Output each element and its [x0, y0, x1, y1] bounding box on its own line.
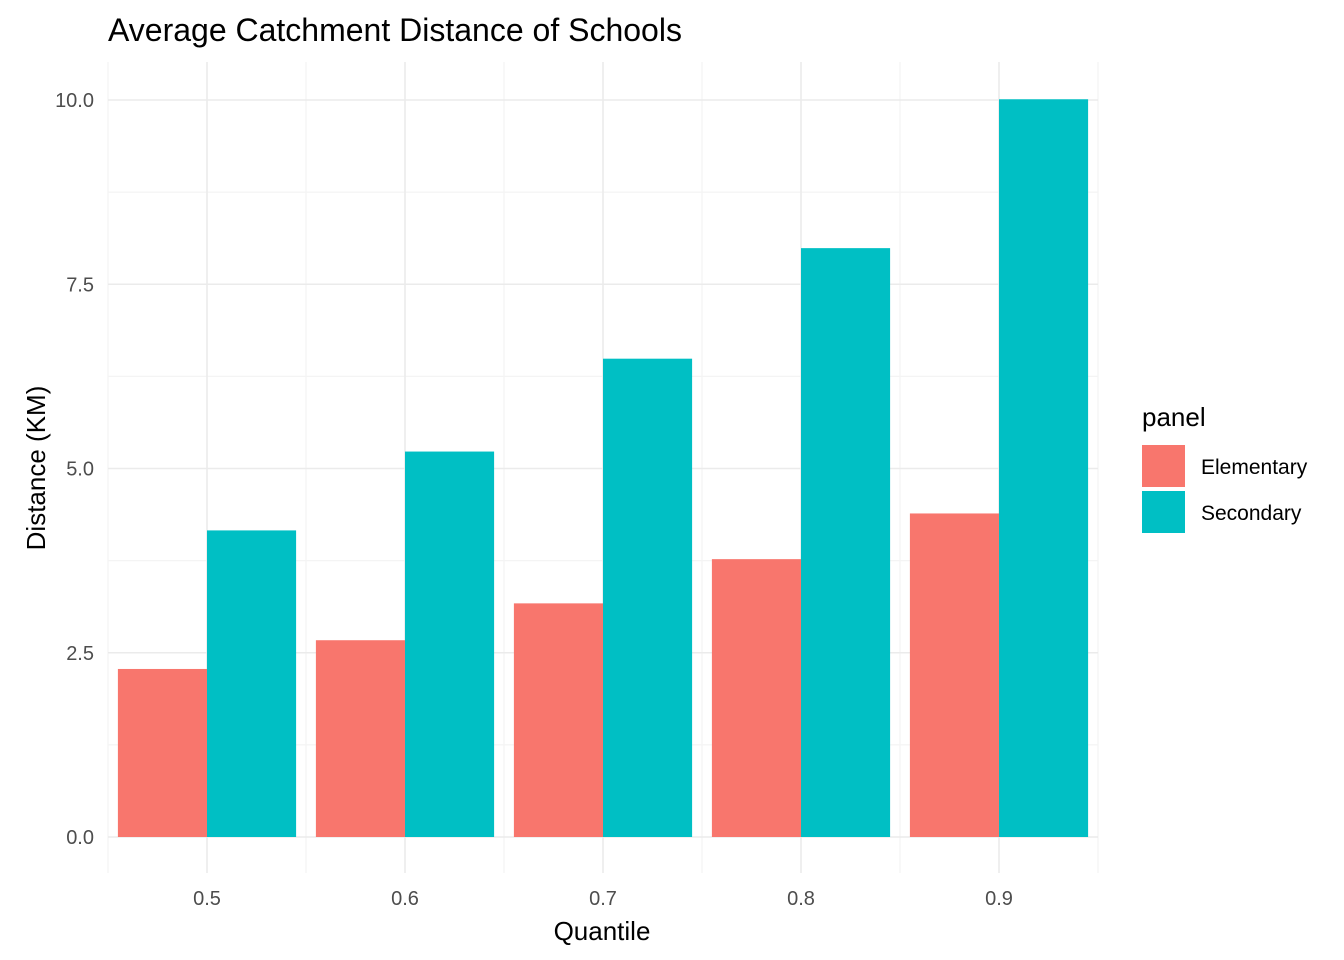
legend-title: panel — [1142, 402, 1206, 432]
x-axis-ticks: 0.5 0.6 0.7 0.8 0.9 — [193, 888, 1013, 910]
y-axis-ticks: 0.0 2.5 5.0 7.5 10.0 — [55, 90, 94, 849]
x-tick-label: 0.9 — [985, 888, 1013, 910]
bar-secondary-0.9 — [999, 99, 1089, 837]
bar-elementary-0.5 — [117, 668, 207, 837]
bar-elementary-0.9 — [909, 513, 999, 837]
bar-elementary-0.8 — [711, 559, 801, 837]
legend-swatch-elementary — [1142, 445, 1185, 487]
bar-secondary-0.8 — [801, 248, 891, 838]
legend-label-elementary: Elementary — [1201, 456, 1308, 479]
legend: panel Elementary Secondary — [1142, 402, 1308, 533]
bar-secondary-0.5 — [207, 530, 297, 837]
bar-elementary-0.7 — [513, 603, 603, 837]
x-tick-label: 0.7 — [589, 888, 617, 910]
y-tick-label: 7.5 — [66, 274, 94, 296]
x-tick-label: 0.8 — [787, 888, 815, 910]
legend-swatch-secondary — [1142, 491, 1185, 533]
y-axis-title: Distance (KM) — [21, 386, 51, 551]
y-tick-label: 0.0 — [66, 827, 94, 849]
bar-elementary-0.6 — [315, 640, 405, 837]
chart-title: Average Catchment Distance of Schools — [108, 12, 682, 48]
y-tick-label: 2.5 — [66, 643, 94, 665]
x-tick-label: 0.6 — [391, 888, 419, 910]
bar-secondary-0.6 — [405, 451, 495, 837]
x-axis-title: Quantile — [554, 916, 651, 946]
bar-secondary-0.7 — [603, 358, 693, 837]
y-tick-label: 10.0 — [55, 90, 94, 112]
y-tick-label: 5.0 — [66, 459, 94, 481]
x-tick-label: 0.5 — [193, 888, 221, 910]
legend-label-secondary: Secondary — [1201, 502, 1302, 525]
bars — [117, 99, 1089, 838]
